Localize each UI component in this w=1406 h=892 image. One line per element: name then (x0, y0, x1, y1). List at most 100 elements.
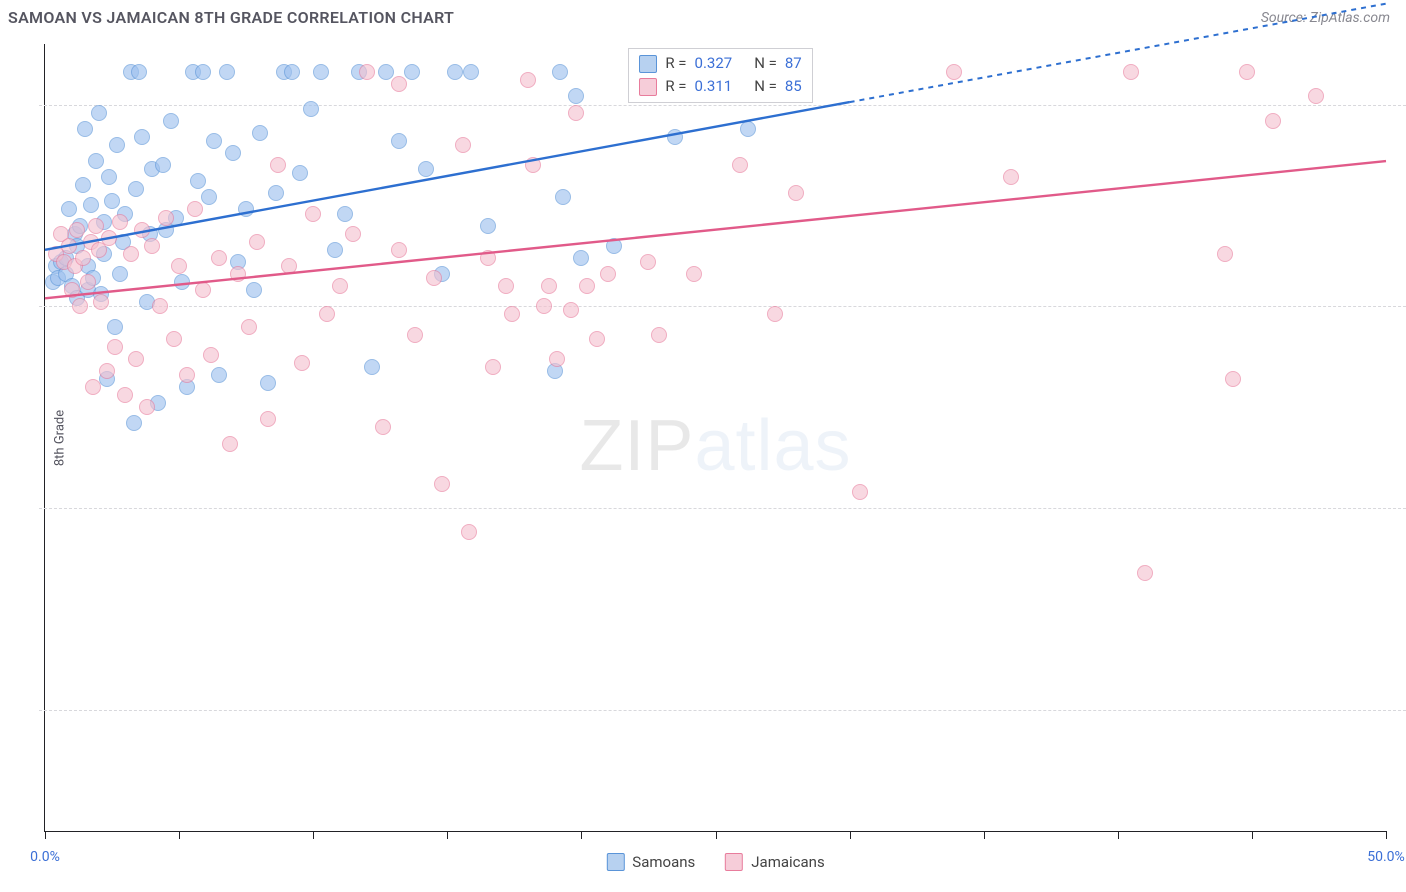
data-point (201, 189, 217, 205)
data-point (1308, 88, 1324, 104)
data-point (268, 185, 284, 201)
data-point (498, 278, 514, 294)
data-point (1239, 64, 1255, 80)
data-point (1123, 64, 1139, 80)
data-point (404, 64, 420, 80)
data-point (249, 234, 265, 250)
data-point (238, 201, 254, 217)
data-point (163, 113, 179, 129)
data-point (600, 266, 616, 282)
data-point (391, 133, 407, 149)
stats-legend-row: R =0.311N =85 (639, 75, 801, 98)
data-point (391, 242, 407, 258)
data-point (568, 88, 584, 104)
data-point (171, 258, 187, 274)
data-point (1217, 246, 1233, 262)
stats-legend: R = 0.327 N = 87R =0.311N =85 (628, 48, 812, 103)
legend-r-val: 0.327 (695, 52, 733, 75)
series-legend-item: Jamaicans (725, 853, 824, 871)
data-point (552, 64, 568, 80)
data-point (447, 64, 463, 80)
data-point (241, 319, 257, 335)
data-point (126, 415, 142, 431)
data-point (69, 222, 85, 238)
gridline: 95.0% (39, 306, 1406, 307)
data-point (463, 64, 479, 80)
data-point (568, 105, 584, 121)
x-tick (716, 831, 717, 839)
data-point (101, 169, 117, 185)
data-point (391, 76, 407, 92)
legend-n-key: N = (754, 52, 777, 75)
data-point (536, 298, 552, 314)
legend-n-key: N = (754, 75, 777, 98)
data-point (426, 270, 442, 286)
data-point (1137, 565, 1153, 581)
data-point (61, 238, 77, 254)
data-point (327, 242, 343, 258)
data-point (187, 201, 203, 217)
data-point (1003, 169, 1019, 185)
data-point (64, 282, 80, 298)
gridline: 90.0% (39, 508, 1406, 509)
data-point (134, 129, 150, 145)
watermark-bold: ZIP (579, 406, 694, 486)
data-point (294, 355, 310, 371)
data-point (131, 64, 147, 80)
data-point (107, 339, 123, 355)
data-point (158, 210, 174, 226)
data-point (606, 238, 622, 254)
data-point (434, 476, 450, 492)
plot-region: ZIPatlas 85.0%90.0%95.0%100.0%0.0%50.0%R… (44, 44, 1386, 832)
data-point (83, 197, 99, 213)
data-point (455, 137, 471, 153)
data-point (573, 250, 589, 266)
legend-r-key: R = (665, 52, 686, 75)
legend-swatch (639, 78, 657, 96)
chart-area: 8th Grade ZIPatlas 85.0%90.0%95.0%100.0%… (44, 44, 1386, 832)
data-point (520, 72, 536, 88)
data-point (104, 193, 120, 209)
data-point (88, 218, 104, 234)
data-point (740, 121, 756, 137)
data-point (555, 189, 571, 205)
data-point (303, 101, 319, 117)
series-name: Samoans (632, 853, 695, 871)
x-tick (1118, 831, 1119, 839)
data-point (72, 298, 88, 314)
data-point (195, 64, 211, 80)
series-legend: Samoans Jamaicans (606, 853, 824, 871)
data-point (667, 129, 683, 145)
data-point (946, 64, 962, 80)
data-point (260, 411, 276, 427)
data-point (75, 177, 91, 193)
data-point (579, 278, 595, 294)
data-point (852, 484, 868, 500)
data-point (179, 367, 195, 383)
legend-swatch (606, 853, 624, 871)
data-point (485, 359, 501, 375)
trendlines (45, 44, 1386, 831)
data-point (85, 379, 101, 395)
data-point (246, 282, 262, 298)
data-point (549, 351, 565, 367)
data-point (206, 133, 222, 149)
data-point (230, 266, 246, 282)
data-point (640, 254, 656, 270)
series-name: Jamaicans (751, 853, 824, 871)
data-point (563, 302, 579, 318)
data-point (134, 222, 150, 238)
data-point (651, 327, 667, 343)
data-point (144, 238, 160, 254)
data-point (109, 137, 125, 153)
x-tick (581, 831, 582, 839)
data-point (75, 250, 91, 266)
data-point (332, 278, 348, 294)
data-point (260, 375, 276, 391)
data-point (407, 327, 423, 343)
data-point (337, 206, 353, 222)
data-point (91, 105, 107, 121)
x-tick (45, 831, 46, 839)
data-point (203, 347, 219, 363)
legend-n-val: 87 (785, 52, 802, 75)
